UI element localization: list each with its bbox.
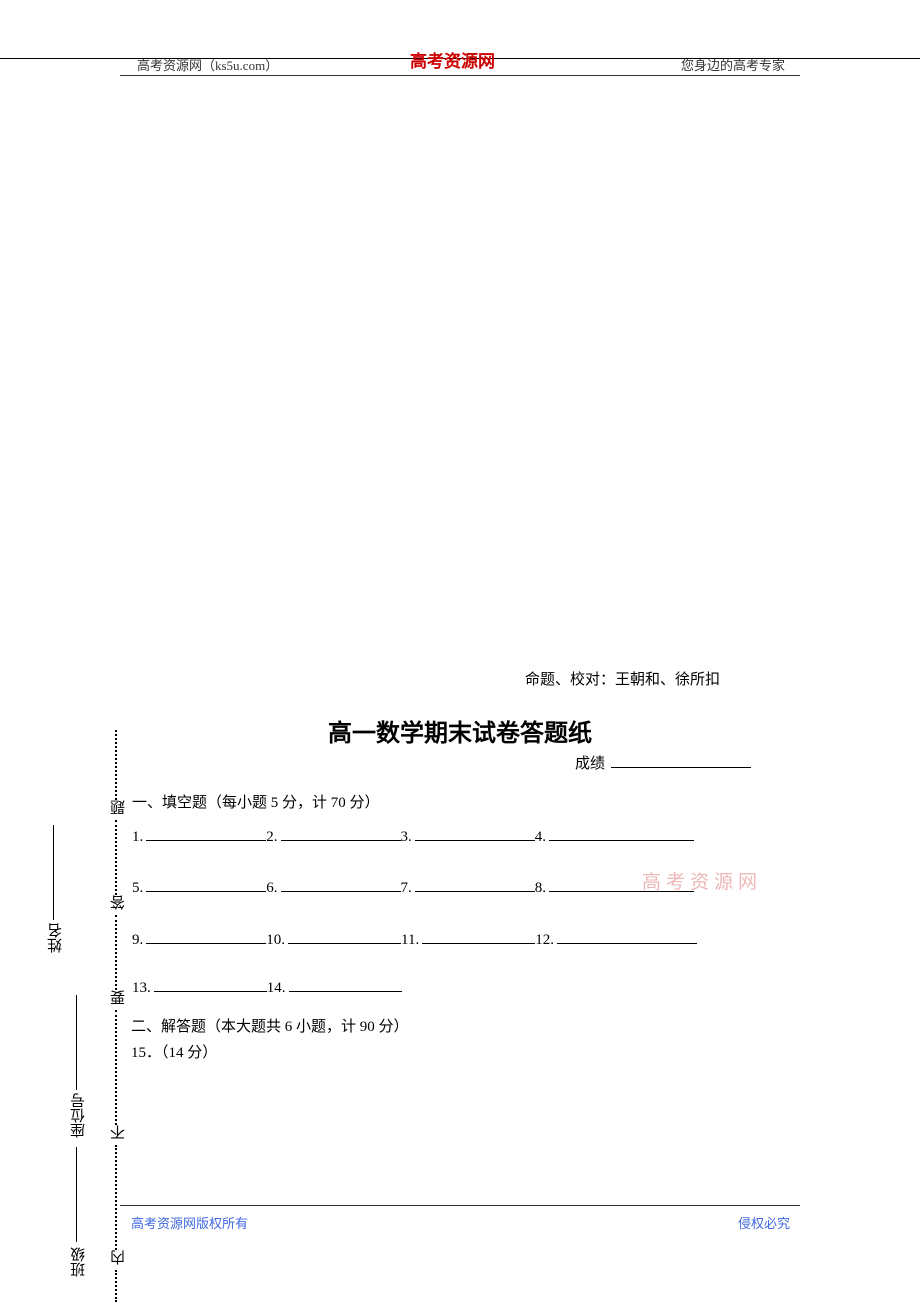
blank-number: 1. (132, 829, 143, 846)
blank-item: 1. (132, 826, 266, 846)
blank-number: 14. (267, 980, 286, 997)
blank-line (146, 943, 266, 944)
blank-line (288, 943, 401, 944)
dotted-segment (115, 1010, 117, 1125)
watermark-text: 高考资源网 (642, 867, 762, 894)
blank-number: 8. (535, 880, 546, 897)
blank-number: 7. (401, 880, 412, 897)
blank-line (146, 840, 266, 841)
blank-number: 11. (401, 932, 419, 949)
blank-number: 13. (132, 980, 151, 997)
seat-label: 座位号 (68, 1093, 89, 1138)
blank-line (415, 891, 535, 892)
blank-number: 9. (132, 932, 143, 949)
blanks-row-3: 9. 10. 11. 12. (132, 929, 697, 949)
blank-line (281, 840, 401, 841)
blank-line (422, 943, 535, 944)
blank-line (415, 840, 535, 841)
char-ti: 题 (108, 800, 129, 815)
name-label: 姓名 (45, 923, 66, 953)
score-blank-line (611, 767, 751, 768)
header-left-text: 高考资源网（ks5u.com） (137, 55, 278, 74)
blank-number: 2. (266, 829, 277, 846)
class-line (76, 1147, 77, 1242)
blank-line (549, 840, 694, 841)
page-title: 高一数学期末试卷答题纸 (0, 713, 920, 748)
blank-item: 3. (401, 826, 535, 846)
section-1-heading: 一、填空题（每小题 5 分，计 70 分） (132, 791, 380, 812)
blank-item: 14. (267, 977, 402, 997)
blanks-row-1: 1. 2. 3. 4. (132, 826, 694, 846)
page-header: 高考资源网（ks5u.com） 高考资源网 您身边的高考专家 (0, 55, 920, 59)
authors-text: 命题、校对：王朝和、徐所扣 (525, 668, 720, 689)
dotted-segment (115, 730, 117, 800)
seat-line (76, 995, 77, 1090)
blank-item: 13. (132, 977, 267, 997)
footer-divider (120, 1205, 800, 1206)
name-line (53, 825, 54, 920)
blank-item: 12. (535, 929, 697, 949)
blank-item: 10. (266, 929, 401, 949)
blank-item: 6. (266, 877, 400, 897)
blank-number: 5. (132, 880, 143, 897)
dotted-segment (115, 1145, 117, 1250)
blanks-row-4: 13. 14. (132, 977, 402, 997)
char-da: 答 (108, 895, 129, 910)
blank-line (154, 991, 267, 992)
dotted-segment (115, 915, 117, 990)
blank-item: 9. (132, 929, 266, 949)
blank-item: 4. (535, 826, 694, 846)
blank-item: 11. (401, 929, 535, 949)
blank-line (281, 891, 401, 892)
footer-rights: 侵权必究 (738, 1213, 790, 1232)
char-nei: 内 (108, 1250, 129, 1265)
blank-item: 5. (132, 877, 266, 897)
char-yao: 要 (108, 990, 129, 1005)
dotted-segment (115, 820, 117, 895)
blank-line (557, 943, 697, 944)
header-brand: 高考资源网 (410, 47, 495, 72)
blank-number: 10. (266, 932, 285, 949)
blank-line (289, 991, 402, 992)
blank-item: 7. (401, 877, 535, 897)
footer-copyright: 高考资源网版权所有 (131, 1213, 248, 1232)
blank-number: 6. (266, 880, 277, 897)
section-2-heading: 二、解答题（本大题共 6 小题，计 90 分） (131, 1015, 409, 1036)
score-label: 成绩 (575, 752, 605, 773)
blank-number: 4. (535, 829, 546, 846)
char-bu: 不 (108, 1125, 129, 1140)
dotted-segment (115, 1270, 117, 1302)
class-label: 班级 (68, 1247, 89, 1277)
blank-item: 2. (266, 826, 400, 846)
header-right-text: 您身边的高考专家 (681, 55, 785, 74)
blank-number: 12. (535, 932, 554, 949)
blank-number: 3. (401, 829, 412, 846)
blanks-row-2: 5. 6. 7. 8. (132, 877, 694, 897)
header-divider (120, 75, 800, 76)
question-15: 15．（14 分） (131, 1041, 217, 1062)
blank-line (146, 891, 266, 892)
